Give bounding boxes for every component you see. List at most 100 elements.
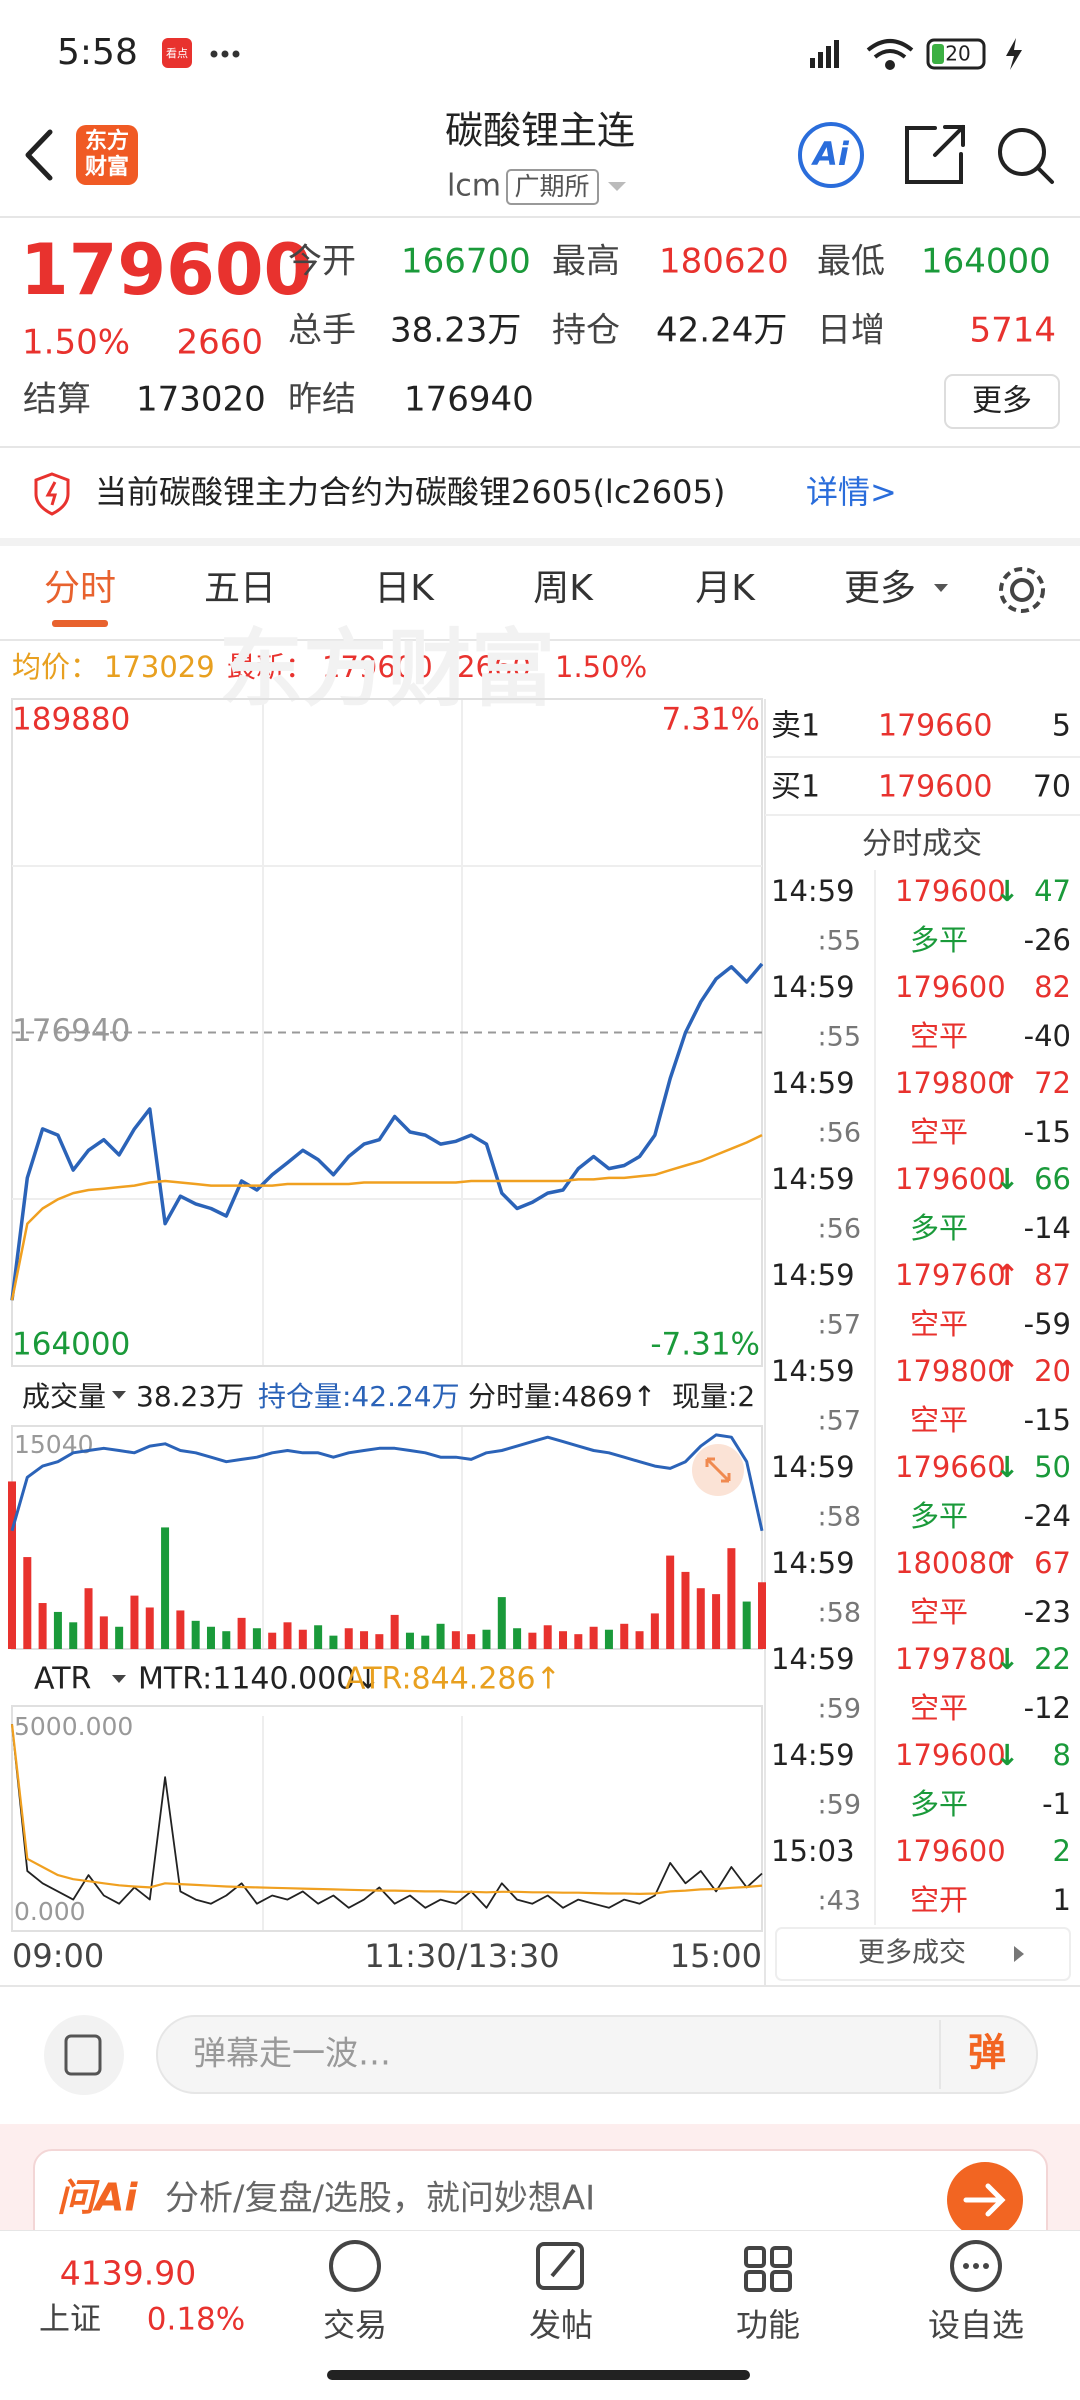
trade-volume: 87 <box>1034 1258 1071 1292</box>
field-value: 180620 <box>659 242 789 282</box>
trade-direction: ↓ <box>995 1450 1019 1484</box>
y-tick-label: 189880 <box>12 702 130 738</box>
atr-value: ATR:844.286↑ <box>345 1662 561 1697</box>
indicator-dropdown[interactable] <box>112 1391 126 1399</box>
tab[interactable]: 日K <box>374 568 435 609</box>
index-change[interactable]: 0.18% <box>147 2302 245 2338</box>
trade-second: :56 <box>818 1214 861 1245</box>
battery-level <box>932 44 944 64</box>
volume-bar <box>161 1527 170 1649</box>
nav-item[interactable]: 设自选 <box>928 2306 1024 2344</box>
y-tick-label: 15040 <box>14 1430 94 1459</box>
volume-bar <box>8 1481 16 1649</box>
indicator-dropdown[interactable] <box>112 1675 126 1683</box>
trade-direction: ↓ <box>995 874 1019 908</box>
trade-direction: ↓ <box>995 1738 1019 1772</box>
ai-placeholder[interactable]: 分析/复盘/选股，就问妙想AI <box>165 2179 595 2219</box>
volume-bar <box>38 1603 47 1649</box>
trade-price: 179600 <box>895 874 1006 908</box>
nav-item[interactable]: 交易 <box>323 2306 387 2344</box>
volume-bar <box>252 1628 261 1649</box>
index-name[interactable]: 上证 <box>39 2302 101 2338</box>
trade-oi-change: -12 <box>1024 1691 1071 1725</box>
trade-type: 空平 <box>910 1595 968 1629</box>
y-tick-label: 5000.000 <box>14 1712 133 1741</box>
trade-time: 14:59 <box>771 1738 855 1772</box>
tab[interactable]: 分时 <box>44 568 116 609</box>
nav-item[interactable]: 功能 <box>736 2306 800 2344</box>
nav-icons <box>329 2240 1002 2292</box>
y-tick-label: 164000 <box>12 1327 130 1363</box>
trade-oi-change: -23 <box>1024 1595 1071 1629</box>
change-percent: 1.50% <box>22 323 130 363</box>
nav-item[interactable]: 发帖 <box>529 2306 593 2344</box>
ai-button[interactable] <box>798 122 864 188</box>
expand-icon <box>705 1457 731 1483</box>
tab[interactable]: 更多 <box>844 568 916 609</box>
volume-bar <box>84 1588 93 1649</box>
trade-time: 14:59 <box>771 1354 855 1388</box>
comment-placeholder[interactable]: 弹幕走一波… <box>193 2034 391 2073</box>
volume-bar <box>222 1631 231 1649</box>
volume-bar <box>405 1632 414 1649</box>
volume-bar <box>436 1623 445 1649</box>
more-button-label[interactable]: 更多 <box>972 384 1032 419</box>
comment-icon-glyph <box>64 2034 102 2076</box>
watermark: 东方财富 <box>219 620 555 718</box>
comment-input[interactable] <box>156 2015 1038 2094</box>
indicator-name[interactable]: 成交量 <box>22 1380 106 1413</box>
more-trades-label[interactable]: 更多成交 <box>858 1938 966 1969</box>
field-label: 日增 <box>817 311 885 351</box>
trade-type: 空平 <box>910 1115 968 1149</box>
notice-link[interactable]: 详情> <box>806 473 897 511</box>
trade-time: 14:59 <box>771 1642 855 1676</box>
trade-volume: 22 <box>1034 1642 1071 1676</box>
field-value: 166700 <box>401 242 531 282</box>
trade-second: :57 <box>818 1310 861 1341</box>
trade-type: 空平 <box>910 1403 968 1437</box>
danmaku-button[interactable]: 弹 <box>968 2031 1006 2075</box>
status-time: 5:58 <box>57 32 138 73</box>
total-volume: 38.23万 <box>136 1380 244 1413</box>
settings-button[interactable] <box>999 567 1045 613</box>
volume-bar <box>283 1622 292 1649</box>
volume-bar <box>696 1588 705 1649</box>
order-qty: 70 <box>1033 770 1071 805</box>
exchange-dropdown[interactable] <box>608 182 626 191</box>
contract-code: lcm <box>447 169 501 204</box>
comment-icon[interactable] <box>44 2015 124 2095</box>
back-button[interactable] <box>25 129 53 181</box>
trade-second: :43 <box>818 1886 861 1917</box>
volume-bar <box>53 1611 62 1649</box>
trade-oi-change: -15 <box>1024 1403 1071 1437</box>
more-button[interactable] <box>944 374 1060 429</box>
trade-direction: ↓ <box>995 1162 1019 1196</box>
trade-oi-change: -40 <box>1024 1019 1071 1053</box>
volume-bar <box>497 1597 506 1649</box>
trade-second: :57 <box>818 1406 861 1437</box>
last-volume: 现量:2 <box>672 1380 755 1413</box>
trade-direction: ↑ <box>995 1354 1019 1388</box>
more-trades-button[interactable] <box>775 1927 1071 1981</box>
volume-bar <box>620 1623 629 1649</box>
latest-change: 2660 <box>457 650 531 684</box>
more-trades-arrow <box>1014 1946 1024 1962</box>
volume-bar <box>268 1632 277 1649</box>
index-value[interactable]: 4139.90 <box>60 2254 196 2293</box>
trade-oi-change: -24 <box>1024 1499 1071 1533</box>
trade-price: 179800 <box>895 1066 1006 1100</box>
trade-time: 14:59 <box>771 1258 855 1292</box>
tab[interactable]: 月K <box>695 568 756 609</box>
volume-bar <box>451 1631 460 1649</box>
trade-direction: ↑ <box>995 1258 1019 1292</box>
trade-second: :55 <box>818 1022 861 1053</box>
trade-volume: 67 <box>1034 1546 1071 1580</box>
tab[interactable]: 五日 <box>204 568 276 609</box>
tab[interactable]: 周K <box>533 568 594 609</box>
ai-brand: 问Ai <box>57 2176 138 2220</box>
atr-name[interactable]: ATR <box>34 1662 91 1697</box>
ai-label[interactable]: Ai <box>810 135 850 173</box>
share-button[interactable] <box>905 125 965 184</box>
search-button[interactable] <box>998 128 1054 184</box>
trade-time: 14:59 <box>771 970 855 1004</box>
